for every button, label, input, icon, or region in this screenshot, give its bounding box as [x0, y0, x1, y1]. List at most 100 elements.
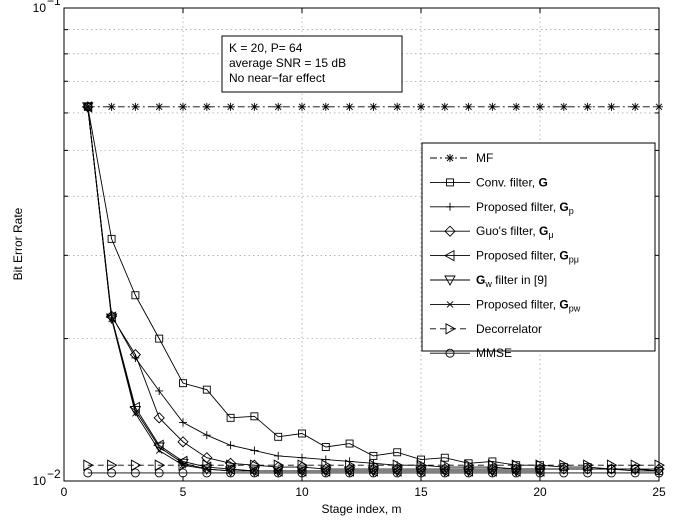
data-point [226, 459, 237, 471]
legend-item: MF [430, 151, 493, 165]
data-point [296, 466, 308, 477]
data-point [202, 102, 211, 111]
data-point [274, 451, 283, 460]
data-point [345, 468, 355, 478]
data-point [511, 468, 521, 478]
data-point [249, 468, 259, 478]
data-point [131, 102, 140, 111]
data-point [440, 453, 449, 462]
data-point [179, 102, 187, 111]
data-point [511, 459, 523, 471]
data-point [226, 441, 235, 450]
data-point [535, 459, 546, 471]
legend-item: Proposed filter, Gp [430, 200, 574, 216]
data-point [130, 468, 140, 478]
data-point [130, 459, 142, 471]
x-tick-label: 20 [533, 485, 547, 499]
legend-item: Guo's filter, Gμ [430, 224, 554, 240]
data-point [226, 413, 235, 422]
legend-frame [421, 142, 656, 352]
data-point [345, 439, 354, 448]
data-point [368, 468, 378, 478]
data-point [415, 466, 427, 477]
x-axis-label: Stage index, m [321, 502, 401, 516]
data-point [274, 102, 283, 111]
data-point [486, 466, 499, 477]
data-point [440, 459, 451, 471]
y-axis-label: Bit Error Rate [11, 207, 25, 280]
data-point [629, 463, 641, 475]
legend-marker [446, 301, 454, 308]
data-point [202, 431, 211, 440]
data-point [202, 385, 211, 394]
data-point [559, 459, 570, 471]
data-point [416, 459, 427, 471]
annotation-line-2: average SNR = 15 dB [229, 56, 346, 70]
legend-marker [444, 249, 455, 262]
x-tick-label: 25 [652, 485, 666, 499]
legend-marker [446, 178, 454, 187]
data-point [534, 466, 546, 477]
data-point [154, 468, 164, 478]
annotation-box: K = 20, P= 64 average SNR = 15 dB No nea… [221, 35, 403, 93]
data-point [487, 459, 499, 471]
data-point [107, 234, 116, 243]
data-point [487, 468, 497, 478]
data-point [82, 102, 94, 113]
legend-item: Decorrelator [430, 322, 542, 336]
data-point [321, 443, 330, 451]
data-point [202, 459, 213, 471]
data-point [250, 102, 259, 111]
data-point [132, 410, 139, 417]
data-point [559, 468, 569, 478]
legend-item: Gw filter in [9] [430, 273, 547, 289]
x-tick-label: 5 [180, 485, 187, 499]
legend-label: MF [476, 151, 493, 165]
data-point [510, 466, 522, 477]
data-point [393, 102, 402, 111]
x-tick-label: 15 [414, 485, 428, 499]
legend-item: Conv. filter, G [430, 175, 548, 189]
data-point [105, 310, 118, 322]
x-tick-label: 0 [61, 485, 68, 499]
data-point [298, 429, 306, 438]
data-point [512, 102, 521, 111]
data-point [226, 468, 236, 478]
data-point [297, 459, 308, 471]
legend-item: Proposed filter, Gpw [430, 297, 581, 313]
y-tick-label: 10 [33, 1, 47, 15]
data-point [536, 102, 544, 111]
data-point [417, 102, 425, 111]
data-point [606, 468, 616, 478]
data-point [177, 436, 189, 448]
data-point [248, 466, 261, 477]
data-point [155, 334, 164, 343]
data-point [274, 432, 283, 441]
annotation-line-3: No near−far effect [229, 71, 326, 85]
data-point [345, 459, 356, 471]
data-point [630, 459, 642, 471]
data-point [392, 468, 402, 478]
data-point [155, 386, 164, 395]
data-point [630, 468, 640, 478]
data-point [248, 459, 261, 471]
data-point [393, 448, 402, 457]
data-point [298, 102, 306, 111]
legend-label: Conv. filter, G [476, 175, 548, 189]
data-point [155, 102, 164, 111]
y-tick-exponent: −2 [47, 467, 61, 481]
data-point [107, 459, 118, 471]
data-point [129, 348, 142, 361]
legend-marker [445, 323, 456, 335]
data-point [107, 102, 116, 111]
data-point [631, 102, 640, 111]
data-point [179, 379, 187, 388]
data-point [343, 466, 356, 477]
data-point [250, 412, 259, 421]
data-point [605, 463, 618, 475]
data-point [321, 459, 332, 471]
data-point [583, 102, 592, 111]
data-point [583, 459, 594, 471]
